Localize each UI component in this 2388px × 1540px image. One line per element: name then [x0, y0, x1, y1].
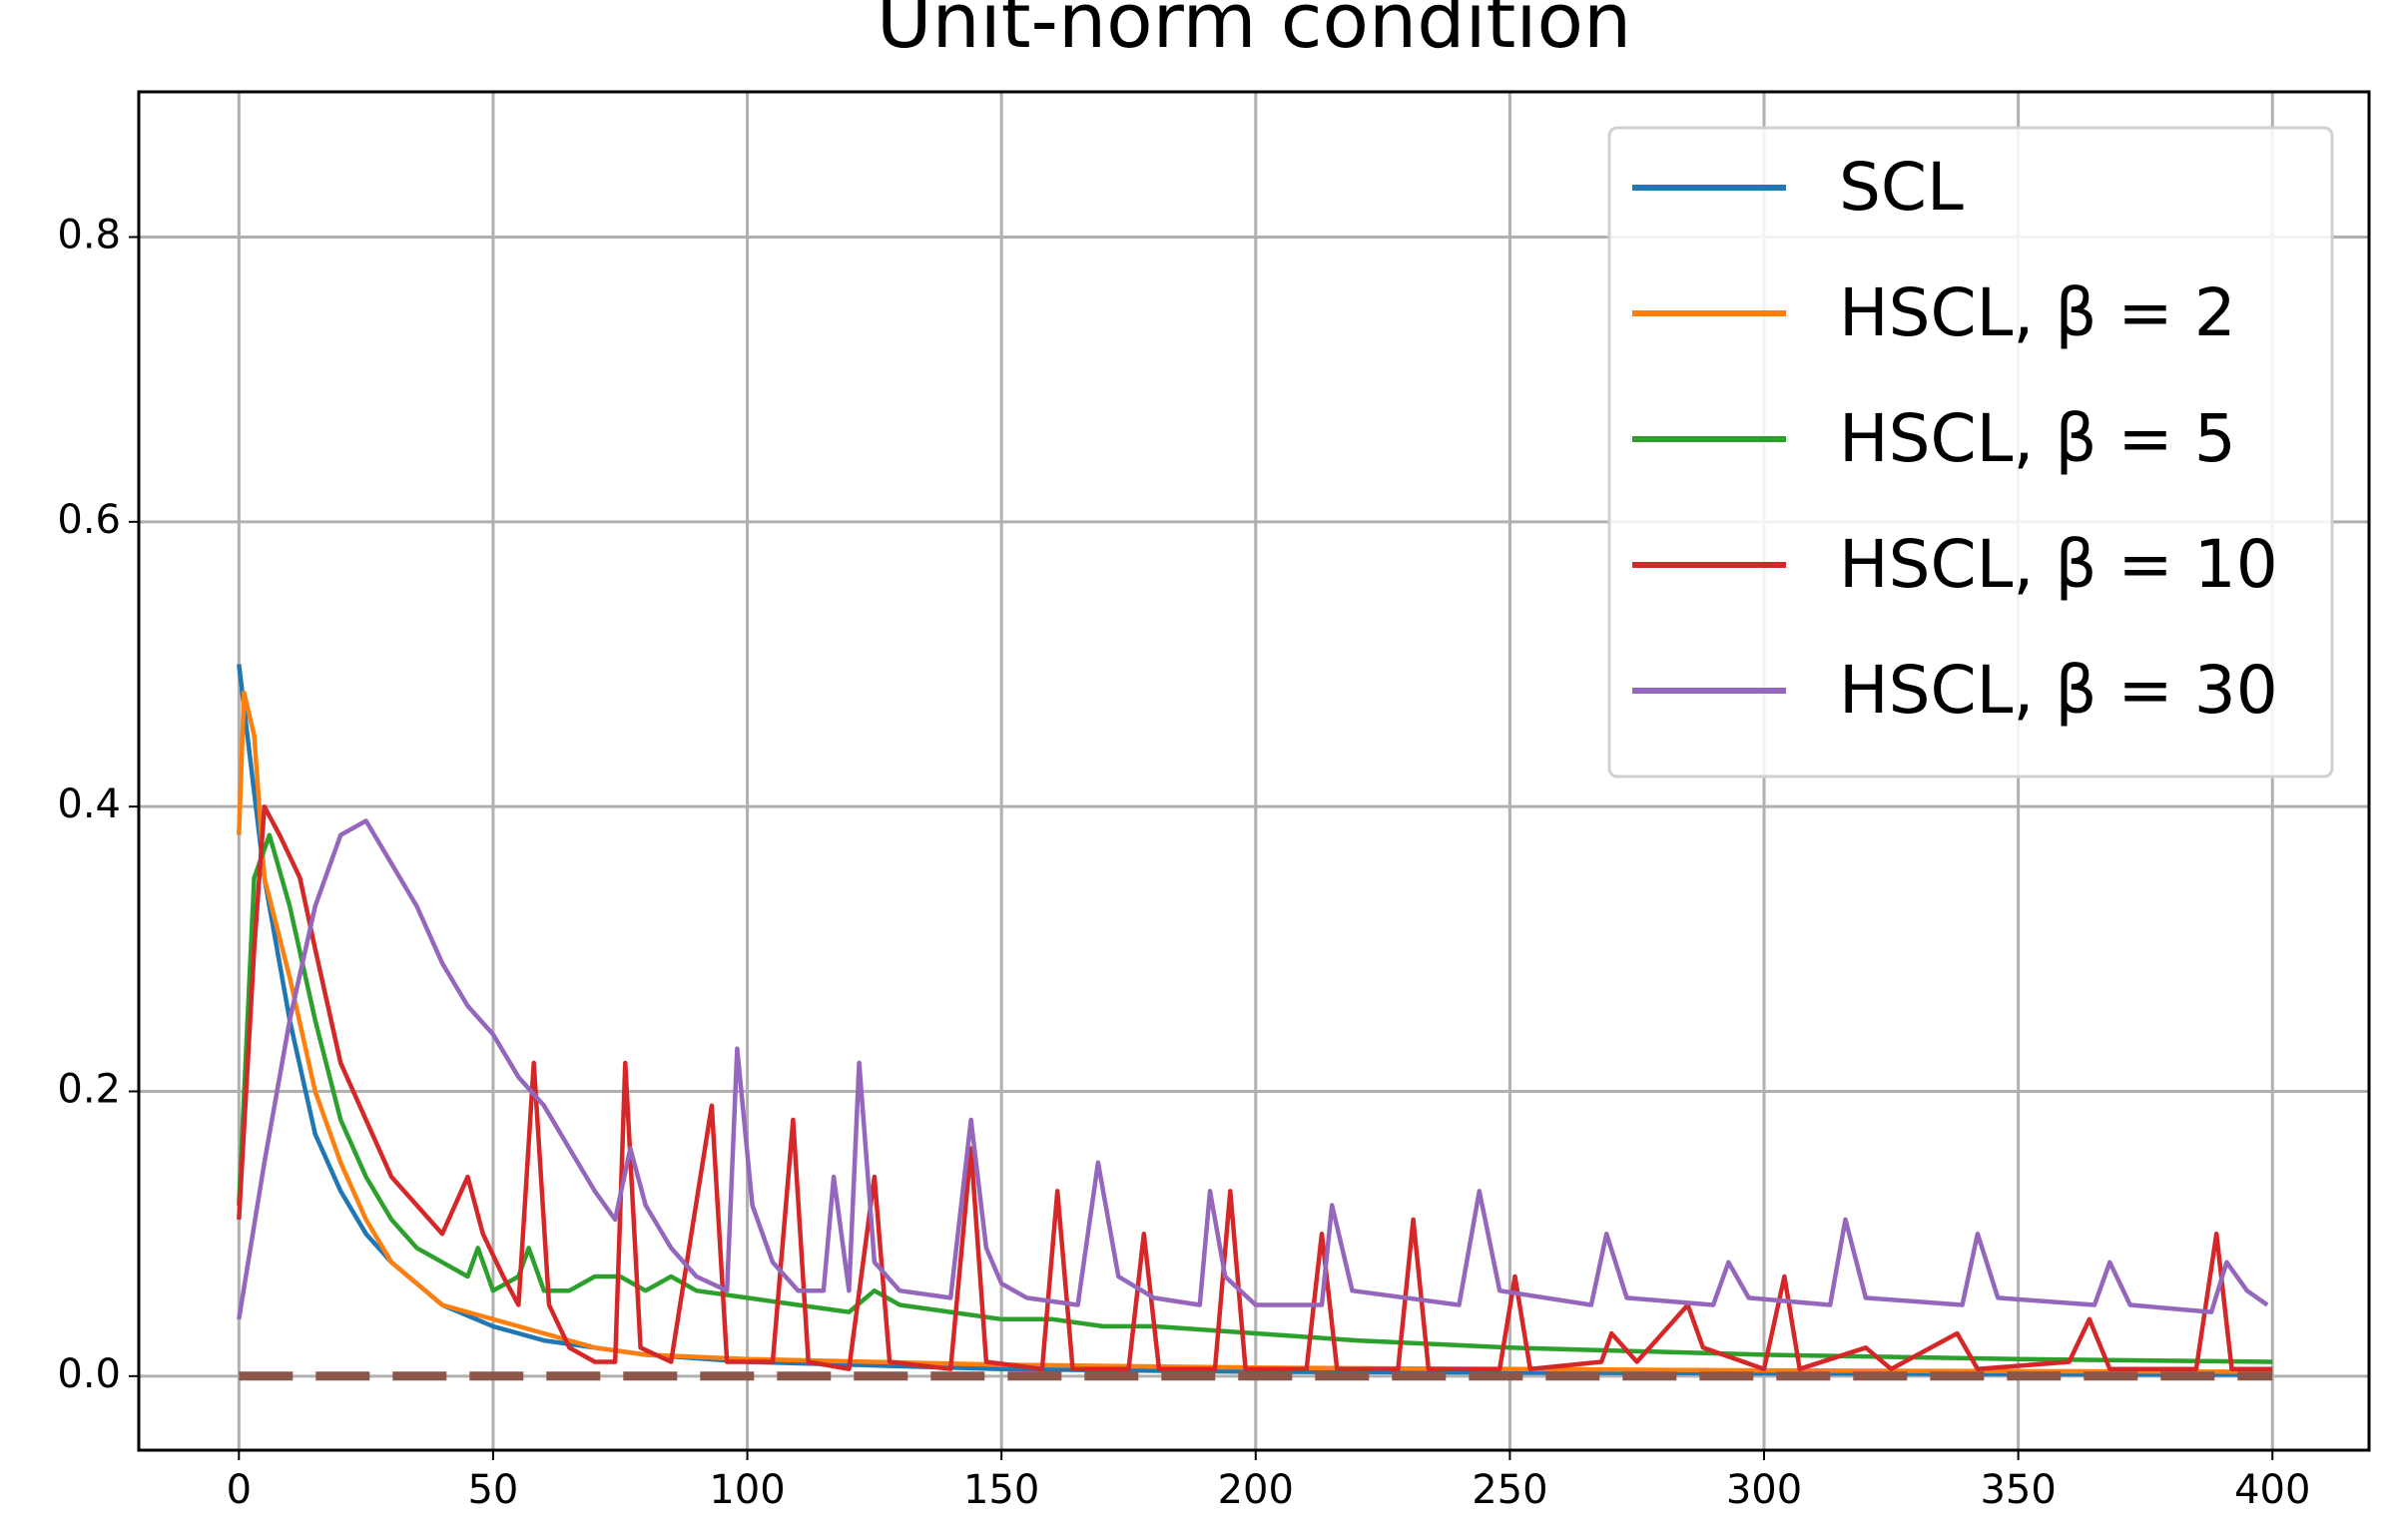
legend: SCL HSCL, β = 2 HSCL, β = 5 HSCL, β = 10 HSC… [1607, 126, 2334, 778]
x-tick-label: 150 [963, 1467, 1039, 1513]
plot-frame [137, 90, 2371, 1452]
x-tick-label: 400 [2234, 1467, 2310, 1513]
chart-title: Unit-norm condition [877, 0, 1631, 65]
x-tick-label: 350 [1980, 1467, 2056, 1513]
series-line [237, 832, 2273, 1364]
y-tick-label: 0.4 [57, 781, 121, 827]
legend-label: HSCL, β = 30 [1839, 652, 2278, 729]
y-tick-label: 0.0 [57, 1351, 121, 1397]
legend-label: HSCL, β = 2 [1839, 274, 2236, 351]
x-tick-label: 250 [1472, 1467, 1547, 1513]
legend-label: HSCL, β = 5 [1839, 400, 2236, 477]
x-tick-label: 100 [709, 1467, 785, 1513]
legend-label: HSCL, β = 10 [1839, 526, 2278, 603]
y-tick-label: 0.2 [57, 1066, 121, 1112]
x-tick-label: 0 [227, 1467, 252, 1513]
legend-label: SCL [1839, 149, 1964, 226]
series-line [237, 818, 2269, 1320]
x-tick-label: 300 [1726, 1467, 1802, 1513]
series-line [237, 803, 2273, 1371]
legend-box [1607, 126, 2334, 778]
y-tick-label: 0.8 [57, 213, 121, 258]
x-tick-label: 200 [1218, 1467, 1294, 1513]
x-tick-label: 50 [467, 1467, 518, 1513]
y-tick-label: 0.6 [57, 497, 121, 543]
